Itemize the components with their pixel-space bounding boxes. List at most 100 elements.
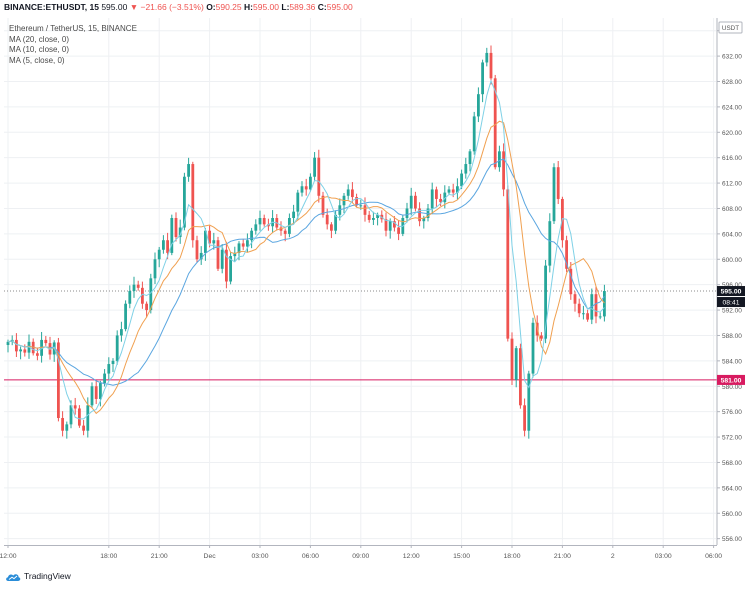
chart-axes: 556.00 560.00 564.00 568.00 572.00 576.00 580.… bbox=[0, 18, 745, 560]
candle-body bbox=[443, 192, 447, 203]
open-value: 590.25 bbox=[215, 2, 242, 12]
candle-body bbox=[292, 211, 295, 219]
candle-body bbox=[296, 192, 300, 212]
time-tick-label: 18:00 bbox=[100, 553, 117, 560]
price-tick-label: 568.00 bbox=[722, 460, 742, 467]
candle-body bbox=[325, 214, 329, 225]
candle-body bbox=[498, 151, 501, 168]
candle-body bbox=[107, 364, 111, 374]
candle-body bbox=[393, 221, 396, 228]
candle-body bbox=[195, 240, 199, 260]
candle-body bbox=[334, 214, 337, 231]
candle-body bbox=[565, 240, 568, 269]
candle-body bbox=[531, 322, 535, 374]
symbol-label[interactable]: BINANCE:ETHUSDT, 15 bbox=[4, 2, 99, 12]
candle-body bbox=[594, 294, 598, 317]
candle-body bbox=[166, 240, 169, 253]
candle-body bbox=[523, 405, 526, 431]
candle-body bbox=[573, 294, 577, 304]
price-tick-label: 624.00 bbox=[722, 104, 742, 111]
legend-ma5[interactable]: MA (5, close, 0) bbox=[9, 55, 65, 65]
candle-body bbox=[136, 284, 140, 288]
price-tick-label: 632.00 bbox=[722, 54, 742, 61]
price-tick-label: 588.00 bbox=[722, 333, 742, 340]
candle-body bbox=[548, 221, 552, 266]
candle-body bbox=[569, 268, 573, 295]
time-tick-label: 18:00 bbox=[503, 553, 520, 560]
legend-ma10[interactable]: MA (10, close, 0) bbox=[9, 45, 70, 54]
price-tick-label: 580.00 bbox=[722, 384, 742, 391]
candle-body bbox=[346, 189, 350, 196]
candle-body bbox=[15, 339, 18, 352]
candle-body bbox=[506, 189, 510, 339]
candle-body bbox=[90, 386, 94, 406]
legend-ma20[interactable]: MA (20, close, 0) bbox=[9, 34, 70, 44]
candle-body bbox=[183, 176, 186, 228]
candle-body bbox=[246, 240, 249, 247]
candle-body bbox=[262, 218, 266, 225]
candle-body bbox=[141, 287, 144, 304]
candle-body bbox=[359, 205, 363, 207]
candle-body bbox=[99, 383, 102, 399]
high-value: 595.00 bbox=[253, 2, 279, 12]
candle-body bbox=[409, 195, 413, 209]
currency-badge bbox=[718, 21, 743, 34]
time-tick-label: 03:00 bbox=[655, 553, 672, 560]
time-tick-label: 12:00 bbox=[403, 553, 420, 560]
candle-body bbox=[321, 195, 325, 215]
candle-body bbox=[502, 151, 505, 190]
candle-body bbox=[510, 338, 514, 380]
open-label: O: bbox=[206, 2, 216, 12]
candle-body bbox=[577, 303, 581, 314]
time-tick-label: 21:00 bbox=[151, 553, 168, 560]
cloud-icon bbox=[6, 573, 21, 581]
candle-body bbox=[78, 408, 81, 426]
candle-body bbox=[493, 78, 497, 168]
candle-body bbox=[86, 405, 90, 431]
ma10-line bbox=[7, 120, 605, 415]
candle-body bbox=[456, 186, 459, 193]
countdown-label-bg bbox=[717, 297, 745, 308]
candle-body bbox=[481, 62, 484, 95]
candle-body bbox=[552, 167, 556, 222]
candle-body bbox=[472, 116, 476, 152]
candle-body bbox=[426, 208, 430, 219]
horizontal-line-label: 581.00 bbox=[721, 378, 742, 385]
candle-body bbox=[430, 189, 434, 209]
candle-body bbox=[527, 373, 531, 431]
candle-body bbox=[598, 316, 602, 318]
candle-body bbox=[397, 227, 400, 234]
candle-body bbox=[237, 243, 241, 253]
candle-body bbox=[145, 303, 148, 311]
candle-body bbox=[157, 249, 161, 260]
candle-body bbox=[376, 214, 379, 219]
ma5-line bbox=[7, 79, 605, 420]
tradingview-logo[interactable]: TradingView bbox=[5, 569, 71, 583]
candle-body bbox=[447, 189, 451, 193]
horizontal-line-label-bg bbox=[717, 374, 745, 385]
low-label: L: bbox=[281, 2, 290, 12]
time-tick-label: Dec bbox=[204, 553, 217, 560]
candle-body bbox=[170, 218, 174, 253]
price-tick-label: 576.00 bbox=[722, 409, 742, 416]
candle-body bbox=[254, 224, 258, 231]
candle-body bbox=[460, 173, 463, 187]
candle-body bbox=[69, 405, 73, 425]
legend-title[interactable]: Ethereum / TetherUS, 15, BINANCE bbox=[9, 24, 137, 33]
candle-body bbox=[212, 240, 216, 244]
candle-body bbox=[489, 52, 493, 79]
candle-body bbox=[313, 157, 316, 177]
candle-body bbox=[317, 157, 321, 196]
candle-body bbox=[204, 230, 207, 253]
candle-body bbox=[304, 186, 308, 190]
candle-body bbox=[82, 425, 85, 431]
symbol-header: BINANCE:ETHUSDT, 15 595.00 ▼ −21.66 (−3.… bbox=[4, 2, 353, 16]
price-tick-label: 584.00 bbox=[722, 358, 742, 365]
candle-body bbox=[514, 348, 518, 380]
candle-body bbox=[363, 205, 367, 215]
candle-body bbox=[367, 214, 371, 220]
price-tick-label: 592.00 bbox=[722, 308, 742, 315]
candle-body bbox=[178, 227, 182, 238]
candle-body bbox=[355, 197, 358, 206]
